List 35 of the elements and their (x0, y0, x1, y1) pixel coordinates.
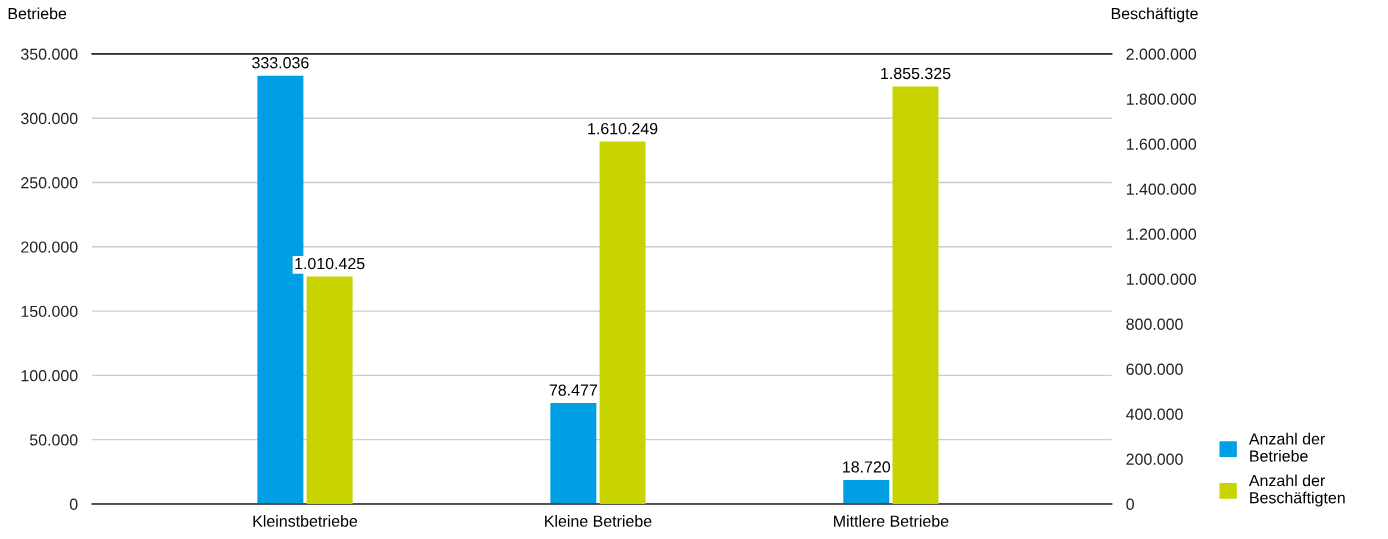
y2-tick-label: 1.000.000 (1126, 273, 1197, 285)
legend-label: Anzahl der Beschäftigten (1248, 474, 1345, 507)
x-tick-label: Kleinstbetriebe (253, 515, 358, 527)
legend-label: Anzahl der Betriebe (1248, 432, 1325, 462)
y2-tick-label: 1.400.000 (1126, 183, 1197, 195)
y2-tick-label: 2.000.000 (1126, 48, 1197, 60)
y-tick-label: 50.000 (29, 434, 78, 446)
y2-axis-title: Beschäftigte (1111, 7, 1198, 23)
y2-tick-label: 600.000 (1126, 363, 1183, 375)
bar (892, 86, 939, 504)
y2-tick-label: 1.200.000 (1126, 228, 1197, 240)
y2-tick-label: 1.800.000 (1126, 93, 1197, 105)
y-tick-label: 150.000 (21, 305, 78, 318)
data-label: 78.477 (549, 384, 597, 396)
x-tick-label: Kleine Betriebe (545, 515, 652, 527)
bar (599, 141, 646, 504)
data-label: 1.010.425 (295, 257, 365, 270)
data-label: 333.036 (252, 57, 309, 69)
y-tick-label: 250.000 (21, 177, 78, 189)
y-tick-label: 0 (69, 498, 78, 510)
y2-tick-label: 200.000 (1126, 453, 1183, 465)
y2-tick-label: 800.000 (1126, 318, 1183, 330)
y-axis-title: Betriebe (8, 7, 67, 20)
data-label: 1.610.249 (588, 122, 658, 135)
x-tick-label: Mittlere Betriebe (834, 515, 949, 527)
y2-tick-label: 1.600.000 (1126, 138, 1197, 150)
y-tick-label: 100.000 (21, 370, 78, 382)
y2-tick-label: 0 (1126, 498, 1134, 510)
y-tick-label: 350.000 (21, 48, 78, 60)
bar (550, 403, 597, 504)
y-tick-label: 200.000 (21, 241, 78, 253)
y-tick-label: 300.000 (21, 112, 78, 125)
data-label: 18.720 (843, 461, 891, 473)
y2-tick-label: 400.000 (1126, 408, 1183, 420)
data-label: 1.855.325 (881, 67, 951, 80)
